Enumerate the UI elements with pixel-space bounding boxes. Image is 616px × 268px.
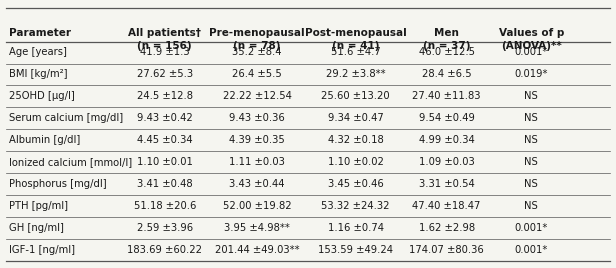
Text: 9.54 ±0.49: 9.54 ±0.49 [419,113,474,123]
Text: 1.10 ±0.02: 1.10 ±0.02 [328,157,384,167]
Text: 46.0 ±12.5: 46.0 ±12.5 [419,47,474,57]
Text: IGF-1 [ng/ml]: IGF-1 [ng/ml] [9,245,75,255]
Text: PTH [pg/ml]: PTH [pg/ml] [9,201,68,211]
Text: 47.40 ±18.47: 47.40 ±18.47 [413,201,480,211]
Text: 3.95 ±4.98**: 3.95 ±4.98** [224,223,290,233]
Text: 24.5 ±12.8: 24.5 ±12.8 [137,91,193,101]
Text: 4.39 ±0.35: 4.39 ±0.35 [229,135,285,145]
Text: 22.22 ±12.54: 22.22 ±12.54 [223,91,291,101]
Text: 25OHD [µg/l]: 25OHD [µg/l] [9,91,75,101]
Text: Serum calcium [mg/dl]: Serum calcium [mg/dl] [9,113,123,123]
Text: NS: NS [524,91,538,101]
Text: 25.60 ±13.20: 25.60 ±13.20 [322,91,390,101]
Text: 0.001*: 0.001* [514,245,548,255]
Text: 3.31 ±0.54: 3.31 ±0.54 [419,179,474,189]
Text: NS: NS [524,157,538,167]
Text: 1.09 ±0.03: 1.09 ±0.03 [419,157,474,167]
Text: 3.43 ±0.44: 3.43 ±0.44 [229,179,285,189]
Text: 201.44 ±49.03**: 201.44 ±49.03** [215,245,299,255]
Text: 4.32 ±0.18: 4.32 ±0.18 [328,135,384,145]
Text: GH [ng/ml]: GH [ng/ml] [9,223,64,233]
Text: 0.019*: 0.019* [514,69,548,79]
Text: 27.62 ±5.3: 27.62 ±5.3 [137,69,193,79]
Text: 0.001*: 0.001* [514,223,548,233]
Text: 183.69 ±60.22: 183.69 ±60.22 [128,245,202,255]
Text: 153.59 ±49.24: 153.59 ±49.24 [318,245,393,255]
Text: 1.16 ±0.74: 1.16 ±0.74 [328,223,384,233]
Text: 53.32 ±24.32: 53.32 ±24.32 [322,201,390,211]
Text: 1.62 ±2.98: 1.62 ±2.98 [418,223,475,233]
Text: NS: NS [524,201,538,211]
Text: 51.6 ±4.7: 51.6 ±4.7 [331,47,381,57]
Text: All patients†
(n = 156): All patients† (n = 156) [128,28,201,51]
Text: Parameter: Parameter [9,28,71,38]
Text: Ionized calcium [mmol/l]: Ionized calcium [mmol/l] [9,157,132,167]
Text: 41.9 ±1.3: 41.9 ±1.3 [140,47,190,57]
Text: 27.40 ±11.83: 27.40 ±11.83 [412,91,481,101]
Text: 4.45 ±0.34: 4.45 ±0.34 [137,135,193,145]
Text: BMI [kg/m²]: BMI [kg/m²] [9,69,68,79]
Text: Men
(n = 37): Men (n = 37) [423,28,471,51]
Text: 29.2 ±3.8**: 29.2 ±3.8** [326,69,386,79]
Text: 3.41 ±0.48: 3.41 ±0.48 [137,179,193,189]
Text: Phosphorus [mg/dl]: Phosphorus [mg/dl] [9,179,107,189]
Text: Albumin [g/dl]: Albumin [g/dl] [9,135,81,145]
Text: NS: NS [524,135,538,145]
Text: 51.18 ±20.6: 51.18 ±20.6 [134,201,196,211]
Text: Age [years]: Age [years] [9,47,67,57]
Text: 9.43 ±0.42: 9.43 ±0.42 [137,113,193,123]
Text: 28.4 ±6.5: 28.4 ±6.5 [422,69,471,79]
Text: 52.00 ±19.82: 52.00 ±19.82 [223,201,291,211]
Text: 174.07 ±80.36: 174.07 ±80.36 [409,245,484,255]
Text: 35.2 ±8.4: 35.2 ±8.4 [232,47,282,57]
Text: 9.43 ±0.36: 9.43 ±0.36 [229,113,285,123]
Text: 3.45 ±0.46: 3.45 ±0.46 [328,179,384,189]
Text: 4.99 ±0.34: 4.99 ±0.34 [419,135,474,145]
Text: NS: NS [524,113,538,123]
Text: NS: NS [524,179,538,189]
Text: 1.11 ±0.03: 1.11 ±0.03 [229,157,285,167]
Text: 1.10 ±0.01: 1.10 ±0.01 [137,157,193,167]
Text: 0.001*: 0.001* [514,47,548,57]
Text: 26.4 ±5.5: 26.4 ±5.5 [232,69,282,79]
Text: 2.59 ±3.96: 2.59 ±3.96 [137,223,193,233]
Text: Values of p
(ANOVA)**: Values of p (ANOVA)** [498,28,564,51]
Text: Pre-menopausal
(n = 78): Pre-menopausal (n = 78) [209,28,305,51]
Text: Post-menopausal
(n = 41): Post-menopausal (n = 41) [305,28,407,51]
Text: 9.34 ±0.47: 9.34 ±0.47 [328,113,384,123]
